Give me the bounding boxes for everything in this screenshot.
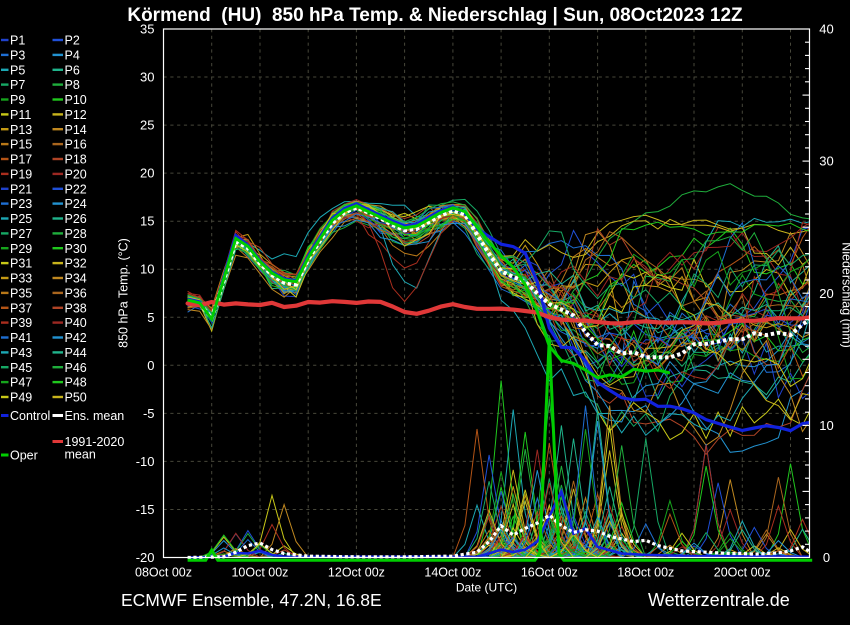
svg-text:mean: mean (65, 448, 96, 462)
svg-text:P43: P43 (10, 346, 32, 360)
svg-text:-5: -5 (143, 406, 155, 421)
svg-text:P29: P29 (10, 242, 32, 256)
svg-text:P38: P38 (65, 301, 87, 315)
svg-text:P36: P36 (65, 286, 87, 300)
svg-text:P21: P21 (10, 182, 32, 196)
svg-text:P41: P41 (10, 331, 32, 345)
svg-text:P33: P33 (10, 272, 32, 286)
svg-text:P48: P48 (65, 376, 87, 390)
svg-text:P31: P31 (10, 257, 32, 271)
svg-text:P28: P28 (65, 227, 87, 241)
svg-text:P30: P30 (65, 242, 87, 256)
svg-text:P15: P15 (10, 138, 32, 152)
svg-text:35: 35 (140, 22, 154, 37)
svg-text:0: 0 (823, 550, 830, 565)
svg-text:P12: P12 (65, 108, 87, 122)
svg-text:P1: P1 (10, 34, 25, 48)
svg-text:08Oct 00z: 08Oct 00z (135, 566, 192, 580)
svg-text:Körmend (HU) 850 hPa Temp. &: Körmend (HU) 850 hPa Temp. & Niederschla… (127, 5, 743, 26)
svg-text:P27: P27 (10, 227, 32, 241)
svg-text:P44: P44 (65, 346, 87, 360)
svg-text:P46: P46 (65, 361, 87, 375)
svg-text:P26: P26 (65, 212, 87, 226)
svg-text:P16: P16 (65, 138, 87, 152)
svg-text:30: 30 (140, 70, 154, 85)
svg-text:P22: P22 (65, 182, 87, 196)
svg-text:30: 30 (819, 154, 833, 169)
svg-text:Ens. mean: Ens. mean (65, 409, 125, 423)
svg-text:P23: P23 (10, 197, 32, 211)
svg-text:14Oct 00z: 14Oct 00z (424, 566, 481, 580)
svg-text:P35: P35 (10, 286, 32, 300)
svg-text:P40: P40 (65, 316, 87, 330)
svg-text:P11: P11 (10, 108, 31, 122)
svg-text:Control: Control (10, 409, 50, 423)
svg-text:Oper: Oper (10, 449, 38, 463)
svg-text:16Oct 00z: 16Oct 00z (521, 566, 578, 580)
svg-text:5: 5 (147, 310, 154, 325)
svg-text:25: 25 (140, 118, 154, 133)
svg-text:P45: P45 (10, 361, 32, 375)
svg-text:10Oct 00z: 10Oct 00z (231, 566, 288, 580)
svg-text:P34: P34 (65, 272, 87, 286)
svg-text:P14: P14 (65, 123, 87, 137)
svg-text:850 hPa Temp. (°C): 850 hPa Temp. (°C) (117, 238, 131, 348)
svg-text:P18: P18 (65, 153, 87, 167)
svg-text:P25: P25 (10, 212, 32, 226)
svg-text:P47: P47 (10, 376, 32, 390)
svg-text:P42: P42 (65, 331, 87, 345)
svg-text:P6: P6 (65, 63, 80, 77)
svg-text:P8: P8 (65, 78, 80, 92)
svg-text:Date (UTC): Date (UTC) (456, 581, 517, 595)
svg-text:Niederschlag (mm): Niederschlag (mm) (840, 242, 850, 348)
svg-text:40: 40 (819, 22, 833, 37)
svg-text:P17: P17 (10, 153, 32, 167)
svg-text:0: 0 (147, 358, 154, 373)
svg-text:-20: -20 (136, 550, 155, 565)
svg-text:P50: P50 (65, 391, 87, 405)
svg-text:P10: P10 (65, 93, 87, 107)
svg-text:P49: P49 (10, 391, 32, 405)
svg-text:P24: P24 (65, 197, 87, 211)
svg-text:P5: P5 (10, 63, 25, 77)
svg-text:P20: P20 (65, 167, 87, 181)
svg-text:P32: P32 (65, 257, 87, 271)
svg-text:10: 10 (140, 262, 154, 277)
svg-text:10: 10 (819, 418, 833, 433)
svg-text:P39: P39 (10, 316, 32, 330)
svg-text:P4: P4 (65, 48, 80, 62)
svg-text:20Oct 00z: 20Oct 00z (714, 566, 771, 580)
svg-text:Wetterzentrale.de: Wetterzentrale.de (648, 590, 790, 610)
svg-text:P3: P3 (10, 48, 25, 62)
svg-text:P9: P9 (10, 93, 25, 107)
svg-text:P2: P2 (65, 34, 80, 48)
svg-text:15: 15 (140, 214, 154, 229)
svg-text:-10: -10 (136, 454, 155, 469)
svg-text:ECMWF Ensemble, 47.2N, 16.8E: ECMWF Ensemble, 47.2N, 16.8E (121, 590, 382, 610)
svg-text:20: 20 (819, 286, 833, 301)
svg-text:12Oct 00z: 12Oct 00z (328, 566, 385, 580)
svg-text:-15: -15 (136, 502, 155, 517)
svg-text:P19: P19 (10, 167, 32, 181)
svg-text:P13: P13 (10, 123, 32, 137)
svg-text:P7: P7 (10, 78, 25, 92)
svg-text:20: 20 (140, 166, 154, 181)
svg-text:P37: P37 (10, 301, 32, 315)
svg-text:18Oct 00z: 18Oct 00z (617, 566, 674, 580)
